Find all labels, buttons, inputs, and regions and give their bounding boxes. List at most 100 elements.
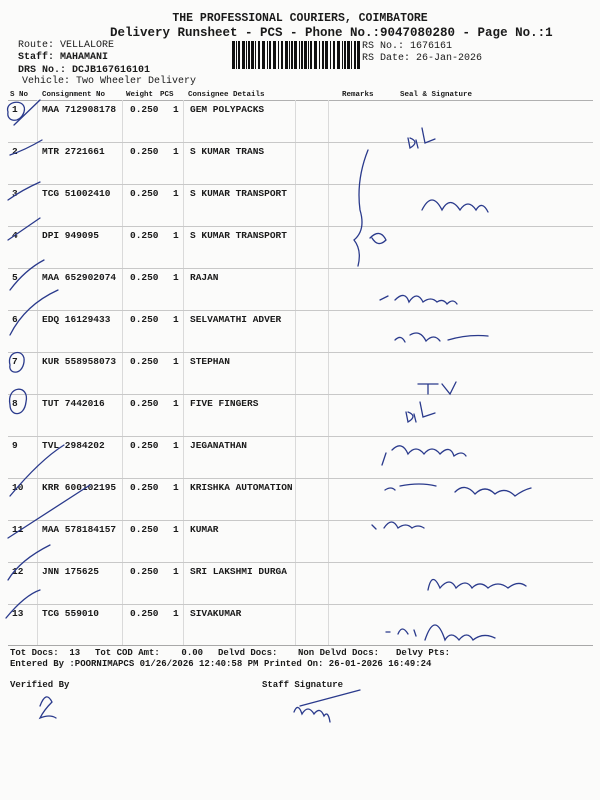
- weight: 0.250: [130, 230, 159, 241]
- rs-number: RS No.: 1676161: [362, 41, 453, 52]
- drs-number: DRS No.: DCJB167616101: [18, 65, 151, 76]
- barcode-bar: [308, 41, 309, 69]
- pieces: 1: [173, 356, 179, 367]
- consignment-number: MAA 712908178: [42, 104, 117, 115]
- row-divider: [8, 268, 593, 269]
- barcode-bar: [242, 41, 245, 69]
- serial-number: 3: [12, 188, 18, 199]
- consignee-name: KRISHKA AUTOMATION: [190, 482, 293, 493]
- weight: 0.250: [130, 272, 159, 283]
- serial-number: 8: [12, 398, 18, 409]
- barcode-bar: [278, 41, 279, 69]
- barcode-bar: [319, 41, 320, 69]
- barcode-bar: [273, 41, 276, 69]
- consignee-name: SELVAMATHI ADVER: [190, 314, 282, 325]
- pieces: 1: [173, 146, 179, 157]
- pieces: 1: [173, 272, 179, 283]
- serial-number: 6: [12, 314, 18, 325]
- printed-on: Printed On: 26-01-2026 16:49:24: [264, 659, 432, 669]
- serial-number: 4: [12, 230, 18, 241]
- serial-number: 10: [12, 482, 24, 493]
- rs-date: RS Date: 26-Jan-2026: [362, 53, 483, 64]
- row-divider: [8, 520, 593, 521]
- row-divider: [8, 562, 593, 563]
- barcode-bar: [269, 41, 271, 69]
- column-divider: [328, 100, 329, 646]
- weight: 0.250: [130, 188, 159, 199]
- consignment-number: TCG 51002410: [42, 188, 111, 199]
- row-divider: [8, 394, 593, 395]
- pieces: 1: [173, 104, 179, 115]
- consignment-number: MTR 2721661: [42, 146, 105, 157]
- weight: 0.250: [130, 104, 159, 115]
- delivery-points: Delvy Pts:: [396, 648, 451, 658]
- row-divider: [8, 184, 593, 185]
- weight: 0.250: [130, 524, 159, 535]
- serial-number: 7: [12, 356, 18, 367]
- verified-by-label: Verified By: [10, 680, 70, 690]
- table-row: 3 TCG 51002410 0.250 1 S KUMAR TRANSPORT: [0, 188, 600, 230]
- barcode-bar: [310, 41, 312, 69]
- consignment-number: JNN 175625: [42, 566, 100, 577]
- pieces: 1: [173, 524, 179, 535]
- row-divider: [8, 604, 593, 605]
- col-sno: S No: [10, 91, 29, 99]
- weight: 0.250: [130, 314, 159, 325]
- entered-by: Entered By :POORNIMAPCS 01/26/2026 12:40…: [10, 659, 259, 669]
- barcode-bar: [322, 41, 324, 69]
- barcode-bar: [304, 41, 307, 69]
- table-row: 10 KRR 600102195 0.250 1 KRISHKA AUTOMATION: [0, 482, 600, 524]
- consignee-name: FIVE FINGERS: [190, 398, 259, 409]
- barcode: [232, 41, 360, 69]
- barcode-bar: [330, 41, 331, 69]
- serial-number: 5: [12, 272, 18, 283]
- barcode-bar: [248, 41, 250, 69]
- consignee-name: S KUMAR TRANSPORT: [190, 230, 287, 241]
- col-consignment: Consignment No: [42, 91, 106, 99]
- table-row: 1 MAA 712908178 0.250 1 GEM POLYPACKS: [0, 104, 600, 146]
- staff-signature-label: Staff Signature: [262, 680, 344, 690]
- barcode-bar: [281, 41, 283, 69]
- weight: 0.250: [130, 608, 159, 619]
- barcode-bar: [333, 41, 335, 69]
- barcode-bar: [255, 41, 256, 69]
- table-row: 9 TVL 2984202 0.250 1 JEGANATHAN: [0, 440, 600, 482]
- barcode-bar: [351, 41, 352, 69]
- barcode-bar: [238, 41, 240, 69]
- header-divider: [8, 100, 593, 101]
- serial-number: 11: [12, 524, 24, 535]
- verifier-signature: [38, 696, 57, 720]
- pieces: 1: [173, 398, 179, 409]
- non-delivered-docs: Non Delvd Docs:: [298, 648, 380, 658]
- barcode-bar: [337, 41, 340, 69]
- row-divider: [8, 436, 593, 437]
- column-divider: [37, 100, 38, 646]
- serial-number: 12: [12, 566, 24, 577]
- company-title: THE PROFESSIONAL COURIERS, COIMBATORE: [172, 12, 428, 25]
- runsheet-subtitle: Delivery Runsheet - PCS - Phone No.:9047…: [110, 26, 553, 40]
- pieces: 1: [173, 566, 179, 577]
- consignee-name: S KUMAR TRANS: [190, 146, 265, 157]
- row-divider: [8, 142, 593, 143]
- staff: Staff: MAHAMANI: [18, 52, 109, 63]
- table-row: 13 TCG 559010 0.250 1 SIVAKUMAR: [0, 608, 600, 650]
- col-seal-signature: Seal & Signature: [400, 91, 473, 99]
- row-divider: [8, 352, 593, 353]
- barcode-bar: [267, 41, 268, 69]
- table-row: 8 TUT 7442016 0.250 1 FIVE FINGERS: [0, 398, 600, 440]
- consignee-name: S KUMAR TRANSPORT: [190, 188, 287, 199]
- consignee-name: RAJAN: [190, 272, 219, 283]
- row-divider: [8, 478, 593, 479]
- table-row: 4 DPI 949095 0.250 1 S KUMAR TRANSPORT: [0, 230, 600, 272]
- table-row: 5 MAA 652902074 0.250 1 RAJAN: [0, 272, 600, 314]
- col-consignee: Consignee Details: [188, 91, 265, 99]
- table-row: 12 JNN 175625 0.250 1 SRI LAKSHMI DURGA: [0, 566, 600, 608]
- total-docs: Tot Docs: 13: [10, 648, 81, 658]
- pieces: 1: [173, 440, 179, 451]
- consignment-number: MAA 652902074: [42, 272, 117, 283]
- barcode-bar: [246, 41, 247, 69]
- weight: 0.250: [130, 356, 159, 367]
- barcode-bar: [232, 41, 235, 69]
- consignee-name: SRI LAKSHMI DURGA: [190, 566, 287, 577]
- serial-number: 13: [12, 608, 24, 619]
